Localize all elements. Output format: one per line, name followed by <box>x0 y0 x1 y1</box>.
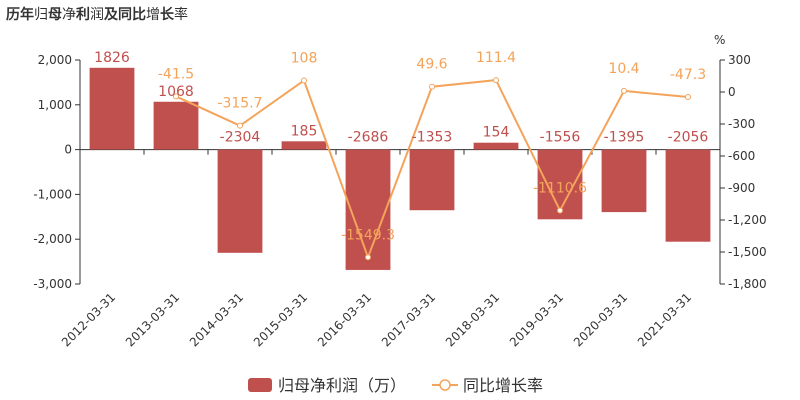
line-value-label: -41.5 <box>158 66 194 82</box>
y-left-tick-label: 1,000 <box>38 98 72 112</box>
line-point <box>173 93 179 100</box>
line-point <box>365 254 371 261</box>
y-right-tick-label: -600 <box>728 149 755 163</box>
line-value-label: -1110.6 <box>533 180 587 196</box>
bar-value-label: -1556 <box>540 130 581 146</box>
chart-title: 历年归母净利润及同比增长率 <box>6 4 188 24</box>
line-value-label: 10.4 <box>608 61 639 77</box>
bar-value-label: -2056 <box>668 130 709 146</box>
bar <box>345 149 391 270</box>
y-right-unit-label: % <box>714 33 725 47</box>
legend-bar-swatch <box>248 378 272 392</box>
title-segment: 及同比 <box>104 7 146 23</box>
axes-group: 2,000 1,000 0 -1,000 -2,000 -3,000 300 0 -300 -60… <box>33 33 766 349</box>
x-tick-label: 2014-03-31 <box>187 290 246 349</box>
y-left-tick-label: -3,000 <box>33 277 72 291</box>
legend-group: 归母净利润（万） 同比增长率 <box>248 376 543 395</box>
line-value-label: 108 <box>291 50 318 66</box>
bar <box>601 149 647 213</box>
title-segment: 率 <box>174 7 188 23</box>
line-point <box>301 77 307 84</box>
line-point <box>493 77 499 84</box>
title-segment: 润 <box>90 7 104 23</box>
bar <box>217 149 263 253</box>
line-point <box>621 87 627 94</box>
line-value-label: -47.3 <box>670 67 706 83</box>
line-point <box>557 207 563 214</box>
x-tick-label: 2019-03-31 <box>507 290 566 349</box>
x-tick-label: 2016-03-31 <box>315 290 374 349</box>
y-right-tick-label: -900 <box>728 181 755 195</box>
y-right-tick-label: 300 <box>728 53 751 67</box>
bar <box>153 101 199 150</box>
bar-value-label: -1395 <box>604 130 645 146</box>
x-tick-label: 2017-03-31 <box>379 290 438 349</box>
line-point <box>237 122 243 129</box>
y-right-tick-label: -1,800 <box>728 277 767 291</box>
y-left-tick-label: 2,000 <box>38 53 72 67</box>
x-tick-label: 2020-03-31 <box>571 290 630 349</box>
line-value-label: 49.6 <box>416 57 447 73</box>
x-tick-label: 2018-03-31 <box>443 290 502 349</box>
bar-value-label: 185 <box>291 123 318 139</box>
title-segment: 历年 <box>6 7 34 23</box>
bars-group <box>89 67 711 270</box>
y-right-tick-label: -300 <box>728 117 755 131</box>
y-left-tick-label: -1,000 <box>33 187 72 201</box>
bar-value-label: 1068 <box>158 84 194 100</box>
y-right-tick-label: 0 <box>728 85 736 99</box>
x-tick-label: 2012-03-31 <box>59 290 118 349</box>
y-left-tick-label: -2,000 <box>33 232 72 246</box>
y-right-tick-label: -1,200 <box>728 213 767 227</box>
x-tick-label: 2015-03-31 <box>251 290 310 349</box>
bar-value-label: -2686 <box>348 130 389 146</box>
bar-value-label: -1353 <box>412 130 453 146</box>
bar-value-label: -2304 <box>220 130 261 146</box>
x-tick-label: 2021-03-31 <box>635 290 694 349</box>
bar-value-label: 1826 <box>94 50 130 66</box>
legend-bar-label: 归母净利润（万） <box>278 376 406 395</box>
line-value-label: -1549.3 <box>341 227 395 243</box>
bar-value-label: 154 <box>483 125 510 141</box>
bar <box>473 142 519 150</box>
bar <box>281 141 327 150</box>
title-segment: 利 <box>76 7 90 23</box>
line-group <box>173 77 691 261</box>
bar <box>409 149 455 211</box>
x-tick-label: 2013-03-31 <box>123 290 182 349</box>
title-segment: 母 <box>48 7 62 23</box>
title-segment: 净 <box>62 7 76 23</box>
data-labels-group: 1826 1068 -2304 185 -2686 -1353 154 -1556 -1395 -… <box>94 50 708 243</box>
title-segment: 增 <box>146 7 160 23</box>
legend-line-marker <box>439 379 451 391</box>
y-right-tick-label: -1,500 <box>728 245 767 259</box>
bar <box>89 67 135 150</box>
line-value-label: -315.7 <box>217 96 262 112</box>
line-point <box>685 94 691 101</box>
bar <box>665 149 711 242</box>
line-value-label: 111.4 <box>476 50 516 66</box>
title-segment: 归 <box>34 7 48 23</box>
line-point <box>429 83 435 90</box>
legend-line-label: 同比增长率 <box>463 376 543 395</box>
title-segment: 长 <box>160 7 174 23</box>
y-left-tick-label: 0 <box>64 143 72 157</box>
